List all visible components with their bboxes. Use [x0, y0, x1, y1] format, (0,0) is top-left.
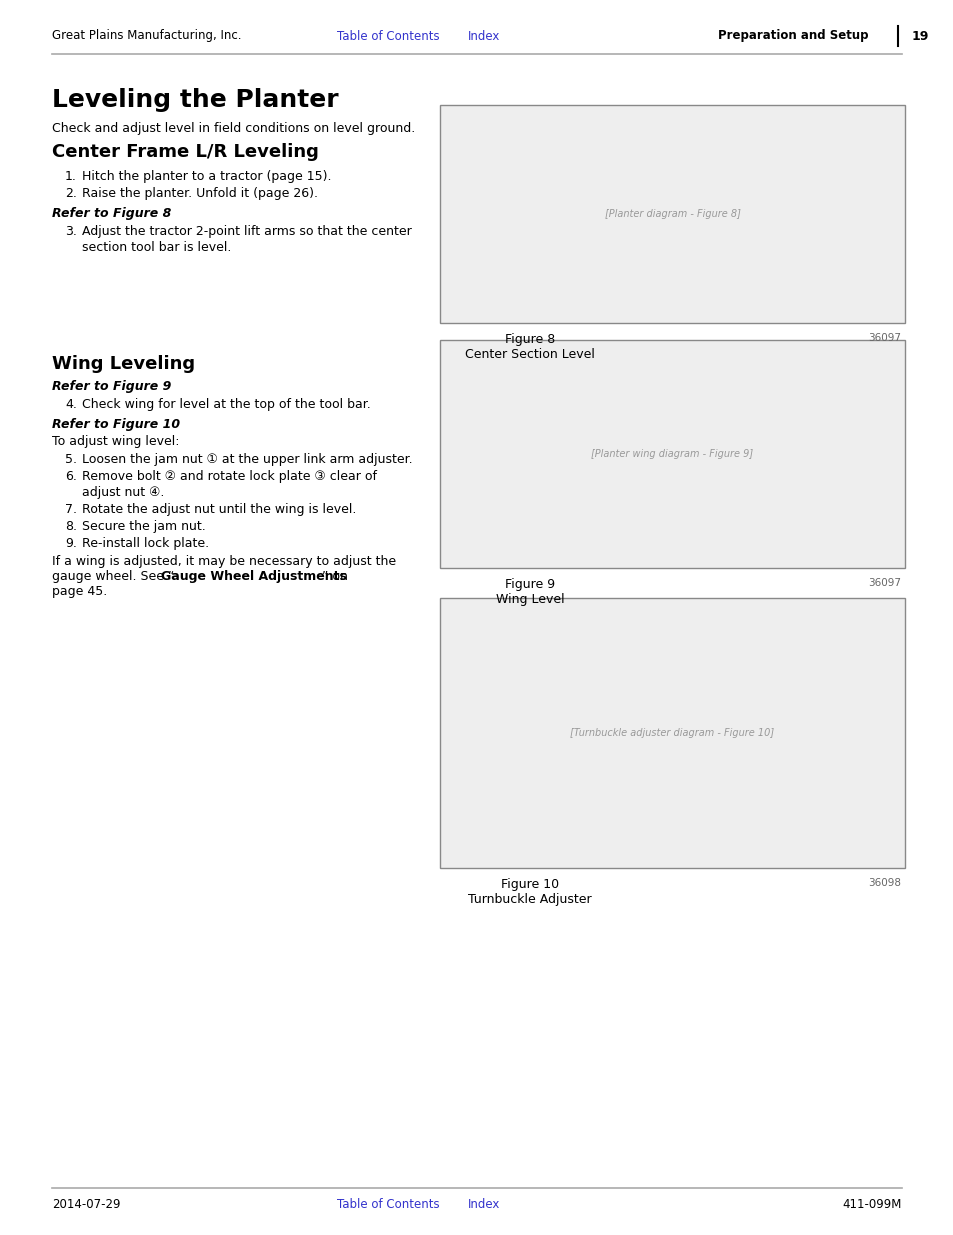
Text: Index: Index — [468, 1198, 500, 1212]
Text: 19: 19 — [911, 30, 928, 42]
Text: 3.: 3. — [65, 225, 77, 238]
Text: section tool bar is level.: section tool bar is level. — [82, 241, 232, 254]
Text: [Planter diagram - Figure 8]: [Planter diagram - Figure 8] — [604, 209, 740, 219]
Text: Rotate the adjust nut until the wing is level.: Rotate the adjust nut until the wing is … — [82, 503, 356, 516]
Text: [Turnbuckle adjuster diagram - Figure 10]: [Turnbuckle adjuster diagram - Figure 10… — [570, 727, 774, 739]
Text: page 45.: page 45. — [52, 585, 107, 598]
Text: If a wing is adjusted, it may be necessary to adjust the: If a wing is adjusted, it may be necessa… — [52, 555, 395, 568]
Text: gauge wheel. See “: gauge wheel. See “ — [52, 571, 174, 583]
Text: 2.: 2. — [65, 186, 77, 200]
Text: 4.: 4. — [65, 398, 77, 411]
Text: Gauge Wheel Adjustments: Gauge Wheel Adjustments — [161, 571, 347, 583]
Text: Raise the planter. Unfold it (page 26).: Raise the planter. Unfold it (page 26). — [82, 186, 317, 200]
Text: Hitch the planter to a tractor (page 15).: Hitch the planter to a tractor (page 15)… — [82, 170, 331, 183]
Text: 9.: 9. — [65, 537, 77, 550]
Text: Index: Index — [468, 30, 500, 42]
Text: 5.: 5. — [65, 453, 77, 466]
Text: 36097: 36097 — [867, 333, 900, 343]
Text: [Planter wing diagram - Figure 9]: [Planter wing diagram - Figure 9] — [591, 450, 753, 459]
Text: Wing Leveling: Wing Leveling — [52, 354, 195, 373]
Text: Check wing for level at the top of the tool bar.: Check wing for level at the top of the t… — [82, 398, 371, 411]
Bar — [439, 105, 904, 324]
Text: 7.: 7. — [65, 503, 77, 516]
Text: Check and adjust level in field conditions on level ground.: Check and adjust level in field conditio… — [52, 122, 415, 135]
Text: 6.: 6. — [65, 471, 77, 483]
Text: Adjust the tractor 2-point lift arms so that the center: Adjust the tractor 2-point lift arms so … — [82, 225, 412, 238]
Text: 36097: 36097 — [867, 578, 900, 588]
Text: Table of Contents: Table of Contents — [336, 30, 438, 42]
Text: Wing Level: Wing Level — [496, 593, 564, 606]
Text: 411-099M: 411-099M — [841, 1198, 901, 1212]
Text: Figure 10: Figure 10 — [500, 878, 558, 890]
Text: To adjust wing level:: To adjust wing level: — [52, 435, 179, 448]
Text: Refer to Figure 10: Refer to Figure 10 — [52, 417, 180, 431]
Text: 1.: 1. — [65, 170, 77, 183]
Text: ” on: ” on — [322, 571, 348, 583]
Text: Re-install lock plate.: Re-install lock plate. — [82, 537, 209, 550]
Bar — [439, 598, 904, 868]
Text: Figure 8: Figure 8 — [504, 333, 555, 346]
Text: 2014-07-29: 2014-07-29 — [52, 1198, 120, 1212]
Text: adjust nut ④.: adjust nut ④. — [82, 487, 164, 499]
Text: Table of Contents: Table of Contents — [336, 1198, 438, 1212]
Text: Great Plains Manufacturing, Inc.: Great Plains Manufacturing, Inc. — [52, 30, 241, 42]
Text: 36098: 36098 — [867, 878, 900, 888]
Text: Loosen the jam nut ① at the upper link arm adjuster.: Loosen the jam nut ① at the upper link a… — [82, 453, 413, 466]
Bar — [439, 340, 904, 568]
Text: 8.: 8. — [65, 520, 77, 534]
Text: Secure the jam nut.: Secure the jam nut. — [82, 520, 206, 534]
Text: Figure 9: Figure 9 — [504, 578, 555, 592]
Text: Turnbuckle Adjuster: Turnbuckle Adjuster — [468, 893, 591, 906]
Text: Center Frame L/R Leveling: Center Frame L/R Leveling — [52, 143, 318, 161]
Text: Preparation and Setup: Preparation and Setup — [718, 30, 867, 42]
Text: Remove bolt ② and rotate lock plate ③ clear of: Remove bolt ② and rotate lock plate ③ cl… — [82, 471, 376, 483]
Text: Refer to Figure 9: Refer to Figure 9 — [52, 380, 172, 393]
Text: Leveling the Planter: Leveling the Planter — [52, 88, 338, 112]
Text: Center Section Level: Center Section Level — [464, 348, 595, 361]
Text: Refer to Figure 8: Refer to Figure 8 — [52, 207, 172, 220]
